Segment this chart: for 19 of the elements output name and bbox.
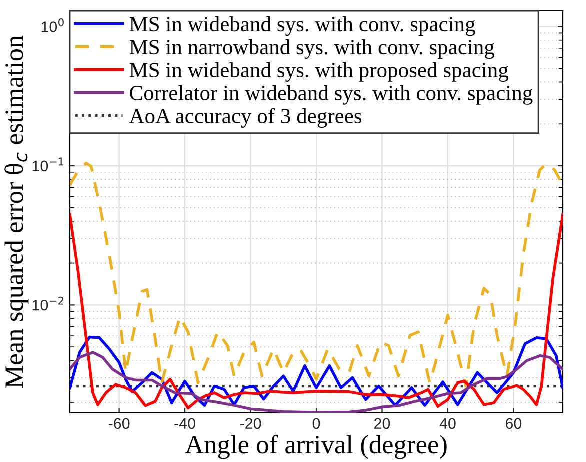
x-tick-label: 60: [506, 418, 522, 430]
legend-label: MS in wideband sys. with proposed spacing: [130, 62, 508, 82]
y-tick-label: 10$^{−2}$: [32, 296, 64, 311]
x-tick-label: 20: [374, 418, 390, 430]
legend-label: MS in wideband sys. with conv. spacing: [130, 16, 476, 36]
line-series: [70, 162, 563, 388]
x-tick-label: 0: [312, 418, 320, 430]
x-tick-label: -40: [174, 418, 196, 430]
legend-label: Correlator in wideband sys. with conv. spacing: [130, 85, 533, 105]
y-tick-label: 10$^{0}$: [42, 18, 64, 32]
line-series: [70, 213, 563, 410]
x-tick-label: -20: [240, 418, 262, 430]
x-axis-title: Angle of arrival (degree): [185, 434, 447, 460]
y-tick-label: 10$^{−1}$: [32, 158, 64, 172]
x-tick-label: -60: [108, 418, 130, 430]
legend-label: MS in narrowband sys. with conv. spacing: [130, 39, 495, 60]
y-axis-title: Mean squared error θ$_{c}$ estimation: [4, 36, 29, 388]
x-tick-label: 40: [440, 418, 456, 430]
legend-label: AoA accuracy of 3 degrees: [129, 108, 362, 128]
